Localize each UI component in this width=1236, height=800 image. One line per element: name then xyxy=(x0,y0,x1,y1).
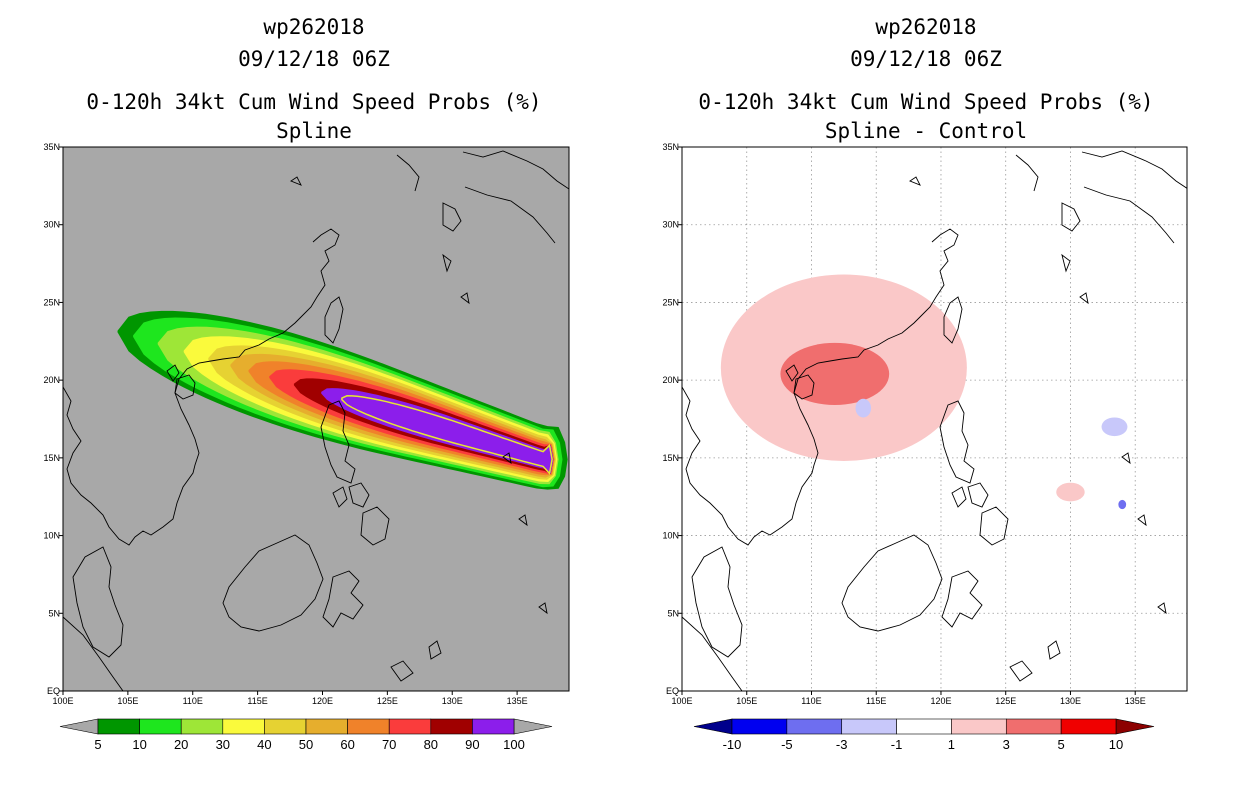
left-xtick-label: 125E xyxy=(377,696,398,706)
right-xtick-label: 105E xyxy=(736,696,757,706)
right-ytick-label: 5N xyxy=(667,608,679,618)
right-gridlines xyxy=(682,147,1187,691)
right-map-frame xyxy=(681,146,1188,692)
left-ytick-label: EQ xyxy=(47,686,60,696)
left-colorbar-label: 90 xyxy=(465,737,479,752)
left-colorbar-label: 100 xyxy=(503,737,525,752)
left-subtitle: Spline xyxy=(276,119,352,143)
right-datetime: 09/12/18 06Z xyxy=(850,47,1002,71)
right-colorbar-label: -3 xyxy=(836,737,848,752)
right-colorbar-label: -5 xyxy=(781,737,793,752)
left-probability-bands xyxy=(117,310,568,490)
left-xtick-label: 120E xyxy=(312,696,333,706)
left-xtick-label: 135E xyxy=(507,696,528,706)
left-colorbar-swatch xyxy=(472,718,515,735)
left-colorbar-label: 60 xyxy=(340,737,354,752)
left-colorbar-arrow-high xyxy=(513,718,553,735)
left-colorbar-label: 50 xyxy=(299,737,313,752)
left-ytick-label: 20N xyxy=(43,375,60,385)
left-colorbar-swatch xyxy=(222,718,265,735)
diff-region xyxy=(780,342,890,406)
right-axis-ticks: 100E 105E 110E 115E 120E 125E 130E 135E EQ 5N 10N 1… xyxy=(662,142,1145,706)
right-colorbar-swatch xyxy=(1060,718,1117,735)
prob-band-100 xyxy=(341,395,553,476)
left-xtick-label: 110E xyxy=(183,696,203,706)
right-colorbar-swatch xyxy=(731,718,788,735)
left-colorbar-label: 70 xyxy=(382,737,396,752)
left-colorbar-label: 10 xyxy=(132,737,146,752)
right-ytick-label: 10N xyxy=(662,531,679,541)
diff-region xyxy=(1056,482,1085,502)
left-colorbar-label: 20 xyxy=(174,737,188,752)
right-xtick-label: 100E xyxy=(671,696,692,706)
left-xtick-label: 105E xyxy=(117,696,138,706)
left-colorbar-swatch xyxy=(180,718,224,735)
left-axis-ticks: 100E 105E 110E 115E 120E 125E 130E 135E EQ 5N 10N 1… xyxy=(43,142,527,706)
right-ytick-label: 20N xyxy=(662,375,679,385)
diff-region xyxy=(1118,499,1127,510)
left-colorbar-swatch xyxy=(388,718,432,735)
right-ytick-label: EQ xyxy=(666,686,679,696)
left-colorbar-swatch xyxy=(305,718,348,735)
diff-region xyxy=(855,398,872,418)
right-ytick-label: 30N xyxy=(662,220,679,230)
right-colorbar-arrow-low xyxy=(693,718,733,735)
left-colorbar-label: 40 xyxy=(257,737,271,752)
right-title: 0-120h 34kt Cum Wind Speed Probs (%) xyxy=(698,90,1153,114)
left-xtick-label: 100E xyxy=(52,696,73,706)
right-difference-regions xyxy=(720,274,1128,510)
right-colorbar-swatch xyxy=(786,718,843,735)
left-datetime: 09/12/18 06Z xyxy=(238,47,390,71)
left-colorbar-label: 5 xyxy=(94,737,101,752)
right-xtick-label: 135E xyxy=(1125,696,1146,706)
right-colorbar-label: 10 xyxy=(1109,737,1123,752)
right-colorbar-label: 3 xyxy=(1003,737,1010,752)
left-colorbar-swatch xyxy=(430,718,473,735)
left-colorbar-arrow-low xyxy=(59,718,99,735)
right-colorbar-swatch xyxy=(896,718,952,735)
right-xtick-label: 125E xyxy=(995,696,1016,706)
right-subtitle: Spline - Control xyxy=(825,119,1027,143)
right-xtick-label: 110E xyxy=(801,696,821,706)
left-ytick-label: 15N xyxy=(43,453,60,463)
right-colorbar-swatch xyxy=(841,718,897,735)
right-colorbar-label: -10 xyxy=(723,737,742,752)
right-xtick-label: 115E xyxy=(866,696,886,706)
right-colorbar-arrow-high xyxy=(1115,718,1155,735)
left-ytick-label: 30N xyxy=(43,220,60,230)
left-colorbar: 5 10 20 30 40 50 60 70 80 90 100 xyxy=(59,718,553,752)
diff-region xyxy=(1101,417,1128,437)
right-colorbar-label: 5 xyxy=(1058,737,1065,752)
right-storm-id: wp262018 xyxy=(875,15,976,39)
right-colorbar-swatch xyxy=(1005,718,1062,735)
left-ytick-label: 25N xyxy=(43,297,60,307)
left-ytick-label: 5N xyxy=(48,608,60,618)
right-colorbar: -10 -5 -3 -1 1 3 5 10 xyxy=(693,718,1155,752)
right-xtick-label: 120E xyxy=(930,696,951,706)
left-colorbar-swatch xyxy=(139,718,182,735)
left-ytick-label: 10N xyxy=(43,531,60,541)
left-panel: wp262018 09/12/18 06Z 0-120h 34kt Cum Wi… xyxy=(43,15,570,752)
left-xtick-label: 115E xyxy=(247,696,267,706)
left-title: 0-120h 34kt Cum Wind Speed Probs (%) xyxy=(86,90,541,114)
right-colorbar-swatch xyxy=(951,718,1007,735)
left-storm-id: wp262018 xyxy=(263,15,364,39)
right-ytick-label: 25N xyxy=(662,297,679,307)
left-map-frame xyxy=(62,146,570,692)
right-ytick-label: 15N xyxy=(662,453,679,463)
left-colorbar-label: 30 xyxy=(216,737,230,752)
right-ytick-label: 35N xyxy=(662,142,679,152)
left-colorbar-swatch xyxy=(347,718,390,735)
right-xtick-label: 130E xyxy=(1060,696,1081,706)
left-xtick-label: 130E xyxy=(442,696,463,706)
right-panel: wp262018 09/12/18 06Z 0-120h 34kt Cum Wi… xyxy=(662,15,1188,752)
right-colorbar-label: -1 xyxy=(891,737,903,752)
left-colorbar-label: 80 xyxy=(424,737,438,752)
left-ytick-label: 35N xyxy=(43,142,60,152)
left-colorbar-swatch xyxy=(97,718,140,735)
right-colorbar-label: 1 xyxy=(948,737,955,752)
left-colorbar-swatch xyxy=(264,718,307,735)
